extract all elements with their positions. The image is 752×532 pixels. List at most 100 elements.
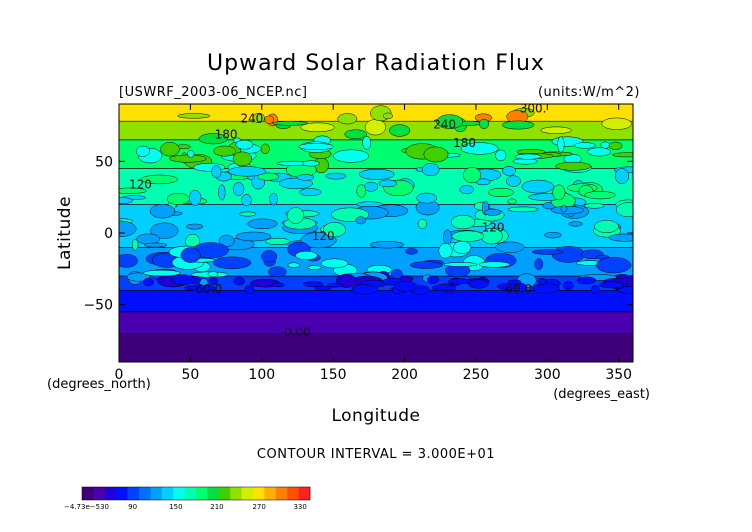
colorbar-frame: [81, 486, 311, 501]
contour-label: 60.0: [505, 282, 532, 296]
x-tick-label: 150: [320, 367, 347, 383]
contour-blob: [540, 126, 572, 134]
contour-blob: [616, 202, 633, 218]
contour-blob: [228, 166, 267, 177]
contour-blob: [299, 188, 322, 197]
contour-interval-label: CONTOUR INTERVAL = 3.000E+01: [257, 447, 495, 462]
contour-blob: [532, 249, 564, 255]
contour-blob: [484, 208, 502, 216]
contour-blob: [431, 284, 457, 291]
colorbar-swatch: [253, 487, 265, 500]
contour-blob: [394, 281, 418, 292]
contour-blob: [320, 258, 348, 269]
contour-blob: [450, 214, 476, 230]
contour-blob: [423, 146, 449, 163]
contour-blob: [235, 231, 272, 242]
colorbar-swatch: [150, 487, 163, 500]
contour-blob: [268, 266, 287, 278]
contour-blob: [356, 184, 367, 198]
contour-blob: [507, 206, 539, 213]
contour-blob: [537, 278, 548, 285]
contour-blob: [142, 277, 154, 287]
colorbar-tick-label: 90: [128, 503, 137, 511]
contour-blob: [295, 250, 318, 261]
contour-blob: [160, 141, 180, 157]
zonal-band-0: [119, 333, 633, 362]
contour-blob: [325, 172, 347, 180]
colorbar-swatch: [139, 487, 151, 500]
contour-blob: [534, 258, 544, 270]
contour-blob: [390, 268, 403, 280]
contour-label: 0.00: [284, 325, 311, 339]
contour-blob: [550, 206, 584, 215]
contour-blob: [298, 143, 334, 151]
contour-blob: [378, 179, 398, 188]
contour-blob: [514, 153, 542, 160]
colorbar-swatch: [127, 487, 140, 500]
y-tick-label: −50: [83, 298, 113, 314]
file-name-label: [USWRF_2003-06_NCEP.nc]: [119, 85, 307, 100]
contour-blob: [271, 121, 309, 126]
chart-title: Upward Solar Radiation Flux: [207, 51, 545, 76]
x-axis-ticks: 0 50 100 150 200 250 300 350: [115, 104, 632, 383]
contour-label: 180: [453, 136, 476, 150]
x-tick-label: 350: [605, 367, 632, 383]
x-tick-label: 0: [115, 367, 124, 383]
contour-blob: [264, 115, 274, 124]
contour-blob: [144, 242, 167, 248]
contour-blob: [369, 241, 405, 249]
contour-blob: [140, 174, 178, 185]
contour-blob: [363, 181, 379, 192]
colorbar-swatch: [241, 487, 254, 500]
contour-blob: [119, 187, 147, 194]
contour-blob: [453, 240, 472, 255]
contour-blob: [532, 283, 560, 294]
contour-blob: [351, 284, 379, 295]
colorbar-swatch: [104, 487, 117, 500]
contour-blob: [608, 233, 633, 242]
x-tick-label: 200: [391, 367, 418, 383]
contour-blob: [584, 191, 616, 200]
contour-blob: [599, 281, 624, 289]
contour-blob: [296, 174, 315, 181]
contour-blob: [271, 282, 285, 288]
contour-blob: [186, 223, 204, 230]
contour-blob: [239, 211, 257, 217]
contour-blob: [447, 278, 472, 284]
contour-blob: [495, 241, 525, 253]
contour-blob: [502, 120, 535, 130]
contour-blob: [232, 182, 245, 196]
colorbar-swatch: [275, 487, 288, 500]
contour-blob: [515, 282, 527, 293]
contour-blob: [364, 119, 386, 136]
contour-blob: [300, 122, 335, 133]
contour-blob: [323, 222, 346, 238]
colorbar-swatch: [298, 487, 311, 500]
contour-blob: [131, 239, 139, 251]
contour-blob: [189, 284, 216, 292]
contour-blob: [601, 117, 632, 130]
contour-blob: [188, 189, 202, 206]
contour-blob: [468, 278, 489, 289]
contour-blob: [568, 221, 583, 227]
contour-label: 300.: [520, 102, 547, 116]
colorbar-swatch: [161, 487, 174, 500]
colorbar-swatch: [264, 487, 277, 500]
contour-noise: [119, 105, 633, 295]
contour-blob: [574, 142, 596, 149]
colorbar-swatch: [184, 487, 197, 500]
contour-blob: [232, 151, 252, 167]
contour-blob: [436, 114, 464, 129]
contour-blob: [135, 145, 151, 157]
contour-label: 240: [433, 117, 456, 131]
contour-blob: [302, 281, 324, 288]
contour-blob: [487, 187, 515, 198]
colorbar-swatch: [173, 487, 185, 500]
contour-blob: [521, 179, 555, 194]
contour-blob: [265, 237, 291, 245]
contour-blob: [562, 281, 574, 291]
contour-blob: [241, 194, 252, 207]
colorbar-swatch: [93, 487, 106, 500]
colorbar-swatch: [207, 487, 220, 500]
